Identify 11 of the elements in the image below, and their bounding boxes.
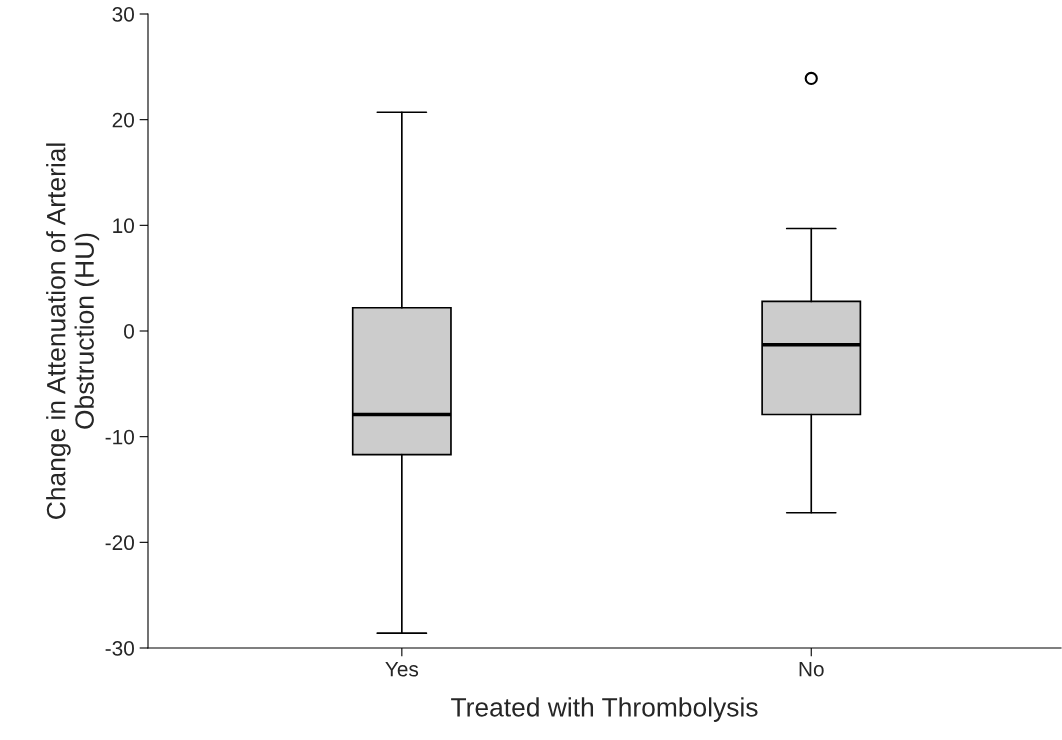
y-tick-label: -30 <box>105 641 134 656</box>
y-tick-label: 0 <box>124 324 134 339</box>
y-tick-label: 10 <box>113 218 134 234</box>
y-tick-label: -20 <box>105 535 134 551</box>
y-tick-label: 30 <box>112 7 134 22</box>
x-axis-title: Treated with Thrombolysis <box>451 697 758 722</box>
y-tick-label: 20 <box>112 112 134 128</box>
y-axis-title: Change in Attenuation of Arterial Obstruction (HU) <box>46 143 100 519</box>
y-tick-label: -10 <box>105 429 134 445</box>
x-tick-label: Yes <box>385 661 419 677</box>
x-tick-label: No <box>799 661 824 677</box>
